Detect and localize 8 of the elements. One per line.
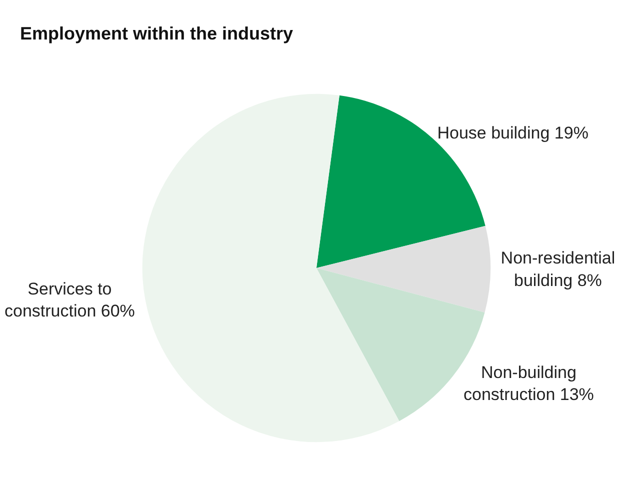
slice-label: House building 19% bbox=[437, 123, 588, 142]
slice-label: Non-residential building 8% bbox=[500, 248, 616, 290]
pie-slice bbox=[142, 94, 400, 442]
pie-slice bbox=[316, 226, 491, 312]
chart-title: Employment within the industry bbox=[20, 23, 294, 44]
slice-label: Services to construction 60% bbox=[4, 280, 135, 321]
pie-slice bbox=[316, 95, 486, 268]
slice-label: Non-building construction 13% bbox=[464, 362, 594, 404]
